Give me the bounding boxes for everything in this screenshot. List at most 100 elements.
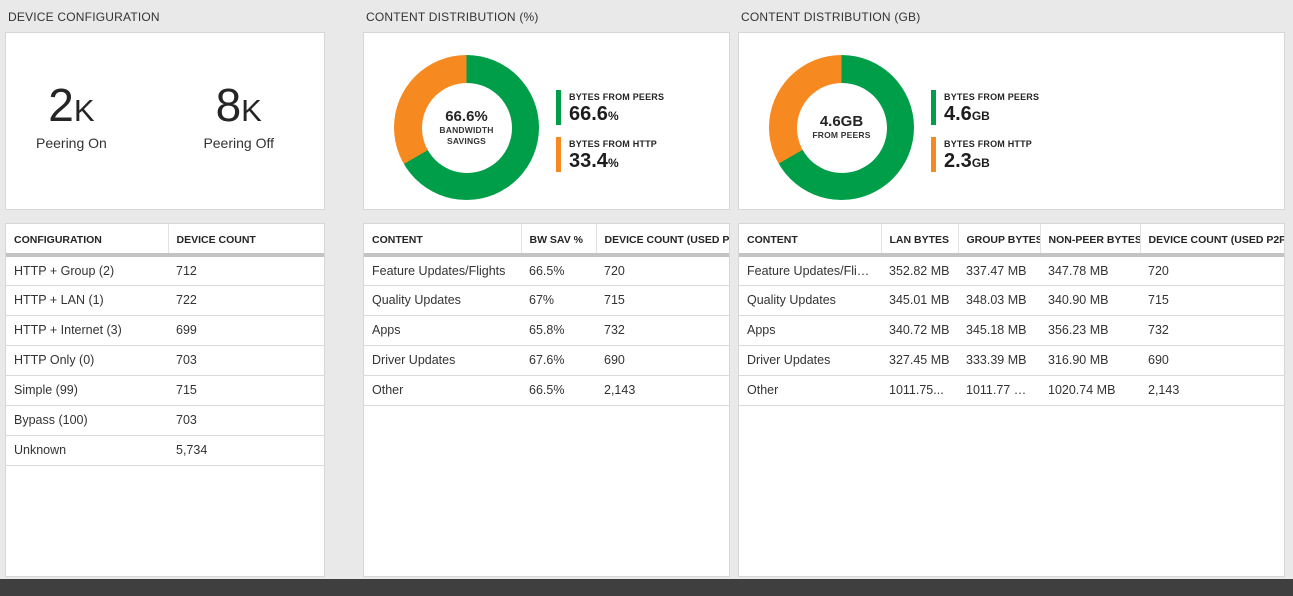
table-cell: 712 — [168, 255, 324, 286]
legend-color-bar — [556, 136, 561, 172]
table-cell: 690 — [596, 345, 729, 376]
device-config-table-tile: CONFIGURATION DEVICE COUNT HTTP + Group (2… — [5, 223, 325, 577]
legend-item-green[interactable]: BYTES FROM PEERS 4.6GB — [931, 90, 1039, 125]
donut-center-sub: SAVINGS — [446, 136, 487, 146]
table-cell: 348.03 MB — [958, 285, 1040, 316]
table-cell: 337.47 MB — [958, 255, 1040, 286]
donut-center-sub: FROM PEERS — [812, 130, 871, 141]
table-row[interactable]: Simple (99) 715 — [6, 375, 324, 406]
table-row[interactable]: Feature Updates/Flights 66.5% 720 — [364, 255, 729, 286]
table-cell: 65.8% — [521, 315, 596, 346]
column-header[interactable]: GROUP BYTES — [957, 224, 1040, 257]
column-header[interactable]: DEVICE COUNT — [167, 224, 324, 257]
legend-color-bar — [556, 90, 561, 125]
table-cell: Feature Updates/Flights — [739, 255, 881, 286]
table-cell: 2,143 — [1140, 375, 1284, 406]
donut-chart-gb[interactable]: 4.6GB FROM PEERS — [769, 55, 914, 200]
stat-peering-on-label: Peering On — [36, 134, 107, 151]
table-cell: HTTP Only (0) — [6, 345, 168, 376]
table-row[interactable]: Apps 65.8% 732 — [364, 315, 729, 346]
table-cell: 67.6% — [521, 345, 596, 376]
table-cell: 345.01 MB — [881, 285, 958, 316]
panel-content-distribution-gb: CONTENT DISTRIBUTION (GB) 4.6GB FROM PEE… — [738, 8, 1285, 577]
panel-title-content-distribution-gb: CONTENT DISTRIBUTION (GB) — [741, 10, 921, 24]
table-cell: Quality Updates — [364, 285, 521, 316]
table-row[interactable]: HTTP Only (0) 703 — [6, 345, 324, 376]
legend-value: 2.3GB — [944, 149, 990, 172]
table-cell: 1011.77 MB — [958, 375, 1040, 406]
column-header[interactable]: CONFIGURATION — [6, 224, 168, 257]
stat-peering-off[interactable]: 8K Peering Off — [203, 82, 274, 151]
legend-label: BYTES FROM HTTP — [944, 138, 1032, 149]
table-cell: 699 — [168, 315, 324, 346]
column-header[interactable]: NON-PEER BYTES — [1039, 224, 1140, 257]
table-row[interactable]: Driver Updates 327.45 MB 333.39 MB 316.90 M… — [739, 345, 1284, 376]
table-cell: 720 — [1140, 255, 1284, 286]
table-cell: HTTP + LAN (1) — [6, 285, 168, 316]
table-row[interactable]: Quality Updates 67% 715 — [364, 285, 729, 316]
stat-peering-off-value: 8K — [215, 78, 262, 131]
table-cell: HTTP + Group (2) — [6, 255, 168, 286]
table-row[interactable]: Quality Updates 345.01 MB 348.03 MB 340.90 … — [739, 285, 1284, 316]
table-row[interactable]: Apps 340.72 MB 345.18 MB 356.23 MB 732 — [739, 315, 1284, 346]
column-header[interactable]: DEVICE COUNT (USED P2P) — [595, 224, 729, 257]
table-cell: 345.18 MB — [958, 315, 1040, 346]
panel-device-configuration: DEVICE CONFIGURATION 2K Peering On 8K Pe… — [5, 8, 325, 577]
table-row[interactable]: Feature Updates/Flights 352.82 MB 337.47 M… — [739, 255, 1284, 286]
legend-item-orange[interactable]: BYTES FROM HTTP 33.4% — [556, 136, 664, 172]
table-cell: Feature Updates/Flights — [364, 255, 521, 286]
table-row[interactable]: HTTP + Group (2) 712 — [6, 255, 324, 286]
stat-peering-on-value: 2K — [48, 78, 95, 131]
table-row[interactable]: Other 66.5% 2,143 — [364, 375, 729, 406]
legend-item-orange[interactable]: BYTES FROM HTTP 2.3GB — [931, 136, 1039, 172]
table-row[interactable]: Other 1011.75... 1011.77 MB 1020.74 MB 2,143 — [739, 375, 1284, 406]
legend-label: BYTES FROM HTTP — [569, 138, 657, 149]
column-header[interactable]: LAN BYTES — [880, 224, 958, 257]
column-header[interactable]: BW SAV % — [520, 224, 596, 257]
donut-center-pct: 66.6% BANDWIDTH SAVINGS — [421, 82, 512, 173]
legend-item-green[interactable]: BYTES FROM PEERS 66.6% — [556, 90, 664, 125]
device-stats-tile: 2K Peering On 8K Peering Off — [5, 32, 325, 210]
legend-gb: BYTES FROM PEERS 4.6GB BYTES FROM HTTP 2.3G… — [931, 90, 1039, 172]
legend-label: BYTES FROM PEERS — [569, 92, 665, 102]
donut-center-value: 66.6% — [445, 107, 488, 125]
table-cell: 347.78 MB — [1040, 255, 1140, 286]
dist-gb-table: CONTENT LAN BYTES GROUP BYTES NON-PEER BYTE… — [739, 224, 1284, 406]
donut-center-value: 4.6GB — [819, 113, 864, 131]
table-cell: 340.90 MB — [1040, 285, 1140, 316]
legend-value: 33.4% — [569, 149, 619, 172]
table-row[interactable]: Unknown 5,734 — [6, 435, 324, 466]
donut-chart-pct[interactable]: 66.6% BANDWIDTH SAVINGS — [394, 55, 539, 200]
table-row[interactable]: HTTP + LAN (1) 722 — [6, 285, 324, 316]
donut-center-sub: BANDWIDTH — [439, 124, 494, 135]
table-cell: HTTP + Internet (3) — [6, 315, 168, 346]
table-cell: 732 — [596, 315, 729, 346]
legend-pct: BYTES FROM PEERS 66.6% BYTES FROM HTTP 33.4… — [556, 90, 664, 172]
table-cell: Quality Updates — [739, 285, 881, 316]
device-config-table: CONFIGURATION DEVICE COUNT HTTP + Group (2… — [6, 224, 324, 466]
table-cell: 333.39 MB — [958, 345, 1040, 376]
table-cell: 715 — [596, 285, 729, 316]
panel-title-content-distribution-pct: CONTENT DISTRIBUTION (%) — [366, 10, 539, 24]
column-header[interactable]: CONTENT — [364, 224, 521, 257]
table-cell: 722 — [168, 285, 324, 316]
column-header[interactable]: CONTENT — [739, 224, 881, 257]
table-cell: 5,734 — [168, 435, 324, 466]
table-row[interactable]: Driver Updates 67.6% 690 — [364, 345, 729, 376]
table-cell: 732 — [1140, 315, 1284, 346]
stat-peering-on[interactable]: 2K Peering On — [36, 82, 107, 151]
column-header[interactable]: DEVICE COUNT (USED P2P) — [1139, 224, 1284, 257]
table-cell: 703 — [168, 345, 324, 376]
table-row[interactable]: HTTP + Internet (3) 699 — [6, 315, 324, 346]
table-row[interactable]: Bypass (100) 703 — [6, 405, 324, 436]
table-cell: 720 — [596, 255, 729, 286]
table-cell: 703 — [168, 405, 324, 436]
table-cell: 327.45 MB — [881, 345, 958, 376]
donut-tile-gb: 4.6GB FROM PEERS BYTES FROM PEERS 4.6GB BY… — [738, 32, 1285, 210]
legend-value: 4.6GB — [944, 102, 990, 125]
table-cell: 67% — [521, 285, 596, 316]
table-cell: 352.82 MB — [881, 255, 958, 286]
dashboard: DEVICE CONFIGURATION 2K Peering On 8K Pe… — [5, 8, 1285, 577]
